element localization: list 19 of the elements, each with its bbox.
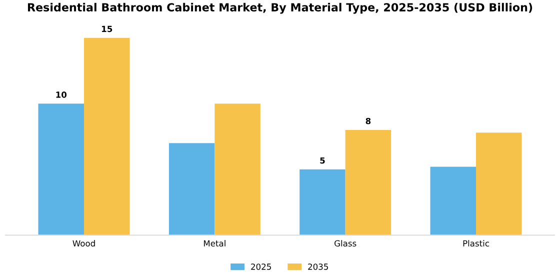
bar: [300, 169, 346, 236]
data-label: 15: [102, 26, 112, 32]
bar: [84, 38, 130, 236]
legend-label: 2025: [251, 264, 271, 270]
bar: [214, 104, 260, 236]
data-label: 10: [56, 92, 67, 98]
x-tick-label: Metal: [204, 240, 226, 247]
data-label: 5: [320, 157, 325, 164]
bar: [430, 166, 476, 236]
data-label: 8: [366, 118, 371, 124]
chart-title: Residential Bathroom Cabinet Market, By Material Type, 2025-2035 (USD Billion): [28, 2, 532, 14]
bar: [168, 143, 215, 236]
legend-label: 2035: [308, 264, 328, 270]
bar: [345, 130, 392, 236]
bar: [476, 132, 522, 236]
bar: [38, 104, 84, 236]
x-tick-label: Plastic: [463, 240, 489, 247]
x-tick-label: Wood: [72, 240, 95, 247]
x-tick-label: Glass: [334, 240, 356, 247]
